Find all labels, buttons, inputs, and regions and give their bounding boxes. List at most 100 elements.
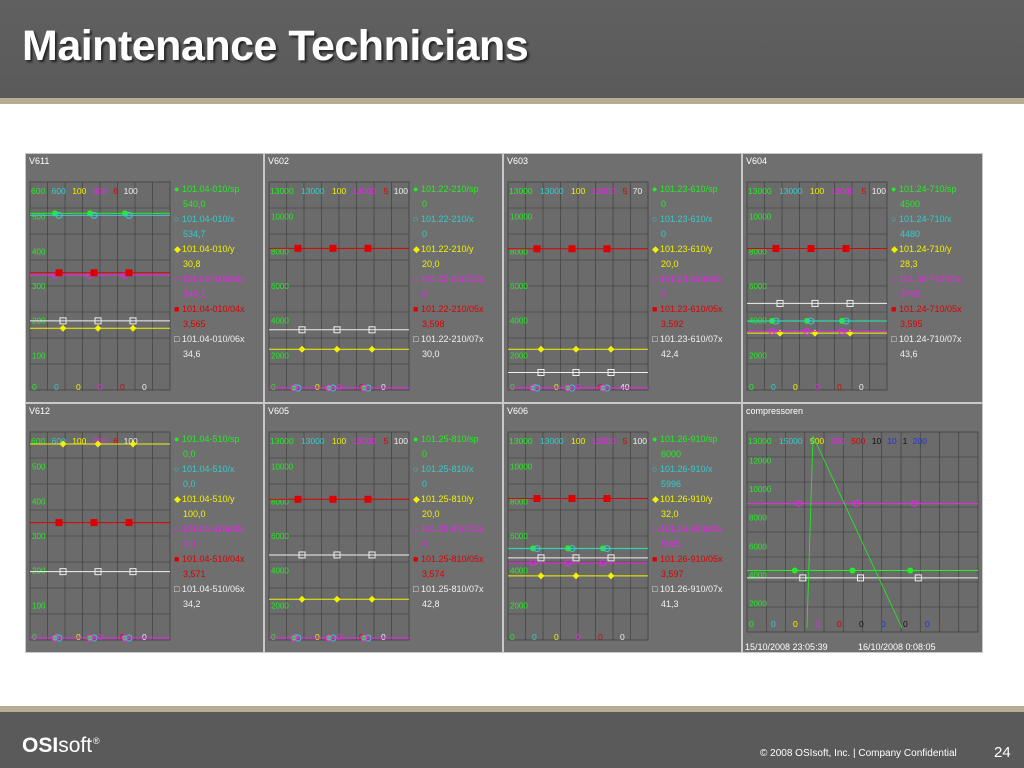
legend-tag[interactable]: ● 101.25-810/sp — [413, 432, 484, 447]
legend-tag[interactable]: ■ 101.04-510/04x — [174, 552, 245, 567]
y-tick-label: 2000 — [749, 351, 767, 360]
legend-marker-icon: ■ — [652, 554, 658, 564]
legend-tag[interactable]: ○ 101.04-510/x — [174, 462, 245, 477]
legend-tag[interactable]: □ 101.24-710/07x — [891, 332, 962, 347]
y-tick-label: 4000 — [749, 571, 767, 580]
series-marker — [795, 500, 803, 508]
legend-tag[interactable]: □ 101.25-810/07x — [413, 582, 484, 597]
legend-value: 0,0 — [183, 449, 196, 459]
legend-value: 3793 — [900, 289, 921, 299]
trend-panel-v604[interactable]: V604 10000 8000 6000 4000 2000 13000 13000 100 13… — [742, 153, 983, 403]
legend-tag[interactable]: ■ 101.23-610/05x — [652, 302, 723, 317]
legend-tag[interactable]: ○ 101.25-810/02x — [413, 522, 484, 537]
series-marker — [807, 245, 815, 253]
legend-value: 0 — [422, 479, 428, 489]
series-marker — [125, 519, 133, 527]
legend-tag[interactable]: ○ 101.23-610/x — [652, 212, 723, 227]
legend-marker-icon: ◆ — [891, 244, 898, 254]
legend-tag[interactable]: ◆101.24-710/y — [891, 242, 962, 257]
legend-tag[interactable]: □ 101.04-010/06x — [174, 332, 245, 347]
legend-tag[interactable]: ○ 101.23-610/02x — [652, 272, 723, 287]
legend-tag[interactable]: ● 101.04-510/sp — [174, 432, 245, 447]
trend-panel-v602[interactable]: V602 10000 8000 6000 4000 2000 13000 13000 100 13… — [264, 153, 503, 403]
legend-tag[interactable]: ○ 101.24-710/x — [891, 212, 962, 227]
scale-min-label: 0 — [381, 382, 386, 392]
y-tick-label: 2000 — [510, 351, 528, 360]
legend-tag[interactable]: ■ 101.22-210/05x — [413, 302, 484, 317]
legend-tag[interactable]: ● 101.23-610/sp — [652, 182, 723, 197]
legend-tag[interactable]: ◆101.04-010/y — [174, 242, 245, 257]
trend-panel-v606[interactable]: V606 10000 8000 6000 4000 2000 13000 13000 100 13… — [503, 403, 742, 653]
legend-tag[interactable]: □ 101.23-610/07x — [652, 332, 723, 347]
legend-tag[interactable]: ◆101.22-210/y — [413, 242, 484, 257]
series-marker — [907, 567, 914, 574]
legend-value: 30,8 — [183, 259, 201, 269]
legend-tag[interactable]: ● 101.24-710/sp — [891, 182, 962, 197]
legend-tag[interactable]: □ 101.26-910/07x — [652, 582, 723, 597]
legend-tag[interactable]: ◆101.23-610/y — [652, 242, 723, 257]
series-marker — [59, 568, 67, 576]
legend-value: 3,571 — [183, 569, 206, 579]
legend-tag[interactable]: ○ 101.22-210/x — [413, 212, 484, 227]
series-marker — [849, 567, 856, 574]
series-white — [747, 574, 978, 582]
legend-tag[interactable]: ○ 101.04-010/x — [174, 212, 245, 227]
legend-tag[interactable]: □ 101.22-210/07x — [413, 332, 484, 347]
legend-tag[interactable]: ○ 101.26-910/02x — [652, 522, 723, 537]
y-tick-label: 12000 — [749, 457, 772, 466]
legend-tag[interactable]: ○ 101.24-710/02x — [891, 272, 962, 287]
trend-panel-v611[interactable]: V611 500 400 300 200 100 600 600 100 600 6 100 0 0 0 0 0… — [25, 153, 264, 403]
scale-min-label: 0 — [793, 619, 798, 629]
header-accent-line — [0, 98, 1024, 104]
legend-tag[interactable]: ● 101.22-210/sp — [413, 182, 484, 197]
legend-tag[interactable]: ◆101.26-910/y — [652, 492, 723, 507]
legend-tag[interactable]: ■ 101.24-710/05x — [891, 302, 962, 317]
trend-panel-compressoren[interactable]: compressoren 12000 10000 8000 6000 4000 2000 13… — [742, 403, 983, 653]
trend-legend: ● 101.23-610/sp 0 ○ 101.23-610/x 0 ◆101.23-610… — [652, 182, 723, 362]
legend-value: 28,3 — [900, 259, 918, 269]
legend-tag[interactable]: ■ 101.04-010/04x — [174, 302, 245, 317]
trend-panel-v603[interactable]: V603 10000 8000 6000 4000 2000 13000 13000 100 13… — [503, 153, 742, 403]
series-101.04-510/06x — [30, 568, 170, 576]
legend-value: 0 — [422, 199, 428, 209]
legend-tag[interactable]: ○ 101.25-810/x — [413, 462, 484, 477]
series-marker — [333, 551, 341, 559]
scale-max-label: 15000 — [779, 436, 803, 446]
y-tick-label: 6000 — [510, 282, 528, 291]
scale-max-label: 100 — [633, 436, 647, 446]
legend-tag[interactable]: □ 101.04-510/06x — [174, 582, 245, 597]
y-tick-label: 300 — [32, 282, 46, 291]
legend-tag[interactable]: ◆101.04-510/y — [174, 492, 245, 507]
legend-tag[interactable]: ■ 101.25-810/05x — [413, 552, 484, 567]
scale-min-label: 0 — [859, 382, 864, 392]
series-marker — [59, 324, 67, 332]
scale-max-label: 5 — [623, 436, 628, 446]
trend-panel-v612[interactable]: V612500400300200100600600100600610000000… — [25, 403, 264, 653]
series-marker — [776, 299, 784, 307]
legend-tag[interactable]: ○ 101.26-910/x — [652, 462, 723, 477]
trend-panel-v605[interactable]: V605 10000 8000 6000 4000 2000 13000 13000 100 13… — [264, 403, 503, 653]
legend-tag[interactable]: ◆101.25-810/y — [413, 492, 484, 507]
series-marker — [791, 567, 798, 574]
slide-title: Maintenance Technicians — [22, 22, 529, 70]
scale-min-label: 0 — [32, 382, 37, 392]
y-tick-label: 8000 — [271, 497, 289, 506]
series-marker — [129, 440, 137, 448]
legend-tag[interactable]: ○ 101.04-010/02x — [174, 272, 245, 287]
legend-tag[interactable]: ○ 101.04-510/02x — [174, 522, 245, 537]
panel-title: V602 — [268, 156, 290, 166]
legend-tag[interactable]: ■ 101.26-910/05x — [652, 552, 723, 567]
legend-tag[interactable]: ○ 101.22-210/02x — [413, 272, 484, 287]
legend-tag[interactable]: ● 101.26-910/sp — [652, 432, 723, 447]
series-marker — [59, 440, 67, 448]
y-tick-label: 8000 — [271, 247, 289, 256]
scale-min-label: 0 — [54, 382, 59, 392]
time-end-label: 16/10/2008 0:08:05 — [858, 642, 936, 652]
scale-min-label: 0 — [98, 382, 103, 392]
legend-tag[interactable]: ● 101.04-010/sp — [174, 182, 245, 197]
y-tick-label: 4000 — [271, 317, 289, 326]
